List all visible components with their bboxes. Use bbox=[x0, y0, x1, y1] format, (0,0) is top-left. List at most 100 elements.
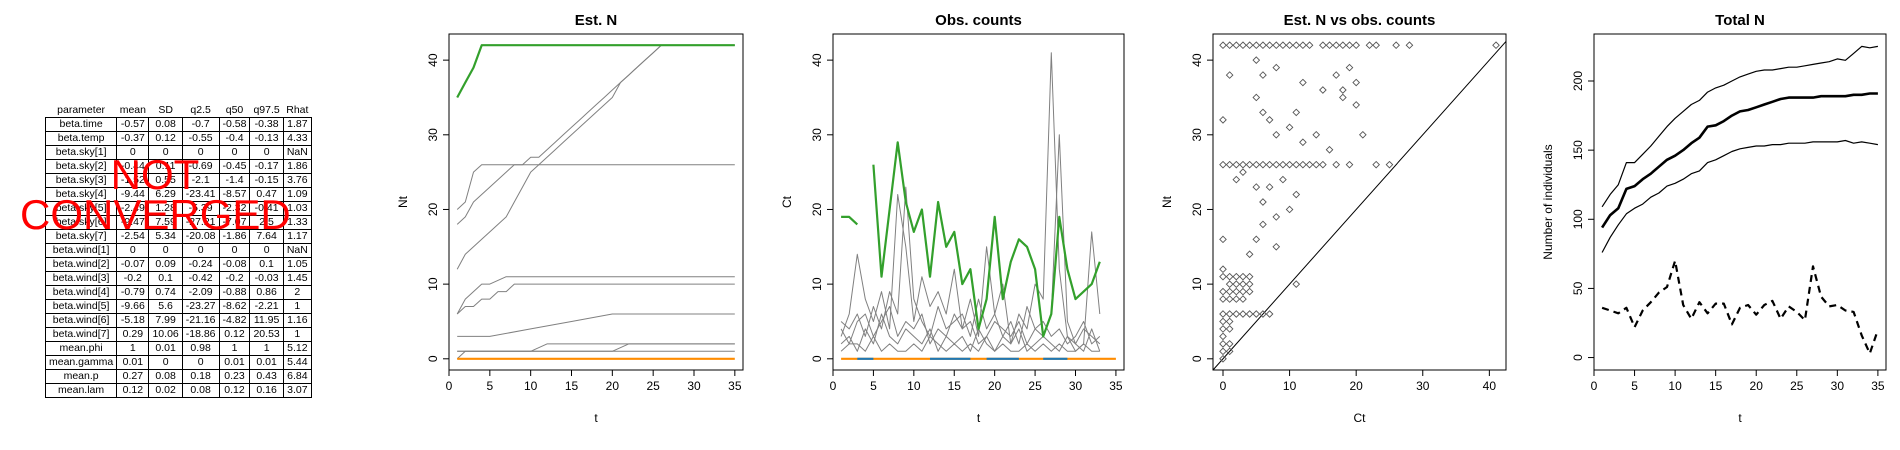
y-tick-label: 0 bbox=[1190, 355, 1204, 362]
table-cell: 0 bbox=[249, 145, 284, 160]
scatter-point bbox=[1232, 160, 1241, 169]
scatter-point bbox=[1245, 310, 1254, 318]
table-cell: 1 bbox=[282, 299, 312, 314]
scatter-point bbox=[1239, 295, 1247, 303]
table-cell: -23.27 bbox=[181, 299, 220, 314]
table-cell: -0.58 bbox=[218, 117, 251, 132]
y-axis-label: Nt bbox=[396, 195, 410, 208]
gray-series-line bbox=[457, 343, 735, 352]
y-tick-label: 20 bbox=[426, 202, 440, 216]
scatter-point bbox=[1259, 71, 1267, 79]
table-header-cell: SD bbox=[158, 104, 173, 116]
gray-series-line bbox=[840, 52, 1101, 352]
table-cell: -0.57 bbox=[116, 117, 150, 132]
x-tick-label: 20 bbox=[1750, 379, 1764, 393]
parameter-name-cell: beta.sky[5] bbox=[44, 201, 118, 216]
plot-frame bbox=[1212, 33, 1507, 371]
plot-frame bbox=[1593, 33, 1887, 371]
table-row: beta.wind[4] -0.79 0.74 -2.09 -0.88 0.86 2 bbox=[44, 285, 312, 300]
scatter-point bbox=[1332, 41, 1341, 50]
table-header-cell: parameter bbox=[57, 104, 106, 116]
scatter-point bbox=[1272, 160, 1281, 169]
x-tick-label: 0 bbox=[446, 379, 453, 393]
y-tick-label: 200 bbox=[1571, 71, 1585, 91]
scatter-point bbox=[1245, 160, 1254, 169]
y-tick-label: 40 bbox=[1190, 53, 1204, 67]
scatter-point bbox=[1325, 145, 1334, 154]
table-cell: 0.18 bbox=[181, 369, 220, 384]
chart-title: Est. N bbox=[575, 12, 618, 29]
scatter-point bbox=[1345, 63, 1354, 72]
scatter-point bbox=[1219, 347, 1227, 356]
table-body: beta.time -0.57 0.08 -0.7 -0.58 -0.38 1.87 beta… bbox=[44, 117, 312, 398]
chart-title: Total N bbox=[1715, 12, 1765, 29]
x-tick-label: 35 bbox=[1109, 379, 1123, 393]
scatter-point bbox=[1385, 160, 1394, 169]
scatter-point bbox=[1285, 41, 1294, 50]
table-cell: 2.5 bbox=[249, 215, 284, 230]
y-tick-label: 0 bbox=[1571, 354, 1585, 361]
scatter-point bbox=[1232, 41, 1241, 50]
scatter-point bbox=[1312, 130, 1321, 139]
parameter-name-cell: beta.sky[2] bbox=[44, 159, 118, 174]
x-tick-label: 0 bbox=[830, 379, 837, 393]
table-cell: 1.03 bbox=[282, 201, 312, 216]
y-tick-label: 40 bbox=[810, 53, 824, 67]
scatter-point bbox=[1312, 160, 1321, 169]
y-axis-label: Number of individuals bbox=[1541, 144, 1555, 259]
scatter-point bbox=[1332, 160, 1341, 169]
scatter-point bbox=[1219, 317, 1227, 326]
scatter-point bbox=[1305, 41, 1314, 50]
scatter-point bbox=[1358, 130, 1367, 139]
scatter-point bbox=[1252, 160, 1261, 169]
table-cell: NaN bbox=[282, 243, 312, 258]
table-cell: -21.16 bbox=[181, 313, 220, 328]
table-header-cell: q97.5 bbox=[253, 104, 280, 116]
y-tick-label: 20 bbox=[1190, 202, 1204, 216]
scatter-point bbox=[1279, 175, 1287, 184]
x-tick-label: 30 bbox=[1831, 379, 1845, 393]
scatter-point bbox=[1299, 160, 1307, 169]
dashed-line bbox=[1601, 259, 1879, 355]
scatter-point bbox=[1332, 71, 1341, 79]
scatter-point bbox=[1352, 41, 1361, 50]
scatter-point bbox=[1225, 160, 1234, 169]
table-cell: 5.6 bbox=[148, 299, 183, 314]
scatter-point bbox=[1232, 175, 1241, 184]
table-cell: -1.86 bbox=[218, 229, 251, 244]
table-cell: 6.29 bbox=[148, 187, 183, 202]
scatter-point bbox=[1252, 183, 1261, 191]
scatter-point bbox=[1232, 310, 1241, 318]
scatter-point bbox=[1259, 198, 1267, 206]
table-cell: -0.38 bbox=[249, 117, 284, 132]
table-row: mean.gamma 0.01 0 0 0.01 0.01 5.44 bbox=[44, 355, 312, 370]
scatter-point bbox=[1232, 287, 1241, 296]
scatter-point bbox=[1219, 310, 1227, 318]
y-axis-label: Ct bbox=[780, 195, 794, 208]
lower-ci-line bbox=[1601, 139, 1879, 253]
scatter-point bbox=[1225, 280, 1234, 288]
x-tick-label: 25 bbox=[1028, 379, 1042, 393]
table-cell: 0.29 bbox=[116, 327, 150, 342]
scatter-point bbox=[1405, 41, 1414, 50]
scatter-point bbox=[1252, 56, 1261, 64]
scatter-point bbox=[1372, 41, 1380, 50]
scatter-point bbox=[1219, 272, 1227, 281]
summary-table-panel: parameter mean SD q2.5 q50 q97.5 Rhat beta.tim… bbox=[44, 104, 312, 398]
scatter-point bbox=[1239, 310, 1247, 318]
table-row: mean.phi 1 0.01 0.98 1 1 5.12 bbox=[44, 341, 312, 356]
chart-title: Est. N vs obs. counts bbox=[1284, 12, 1436, 29]
scatter-point bbox=[1339, 93, 1347, 102]
x-tick-label: 35 bbox=[728, 379, 742, 393]
scatter-point bbox=[1339, 41, 1347, 50]
x-tick-label: 20 bbox=[606, 379, 620, 393]
scatter-point bbox=[1279, 41, 1287, 50]
y-tick-label: 10 bbox=[426, 277, 440, 291]
scatter-point bbox=[1272, 213, 1281, 221]
scatter-point bbox=[1265, 41, 1274, 50]
table-cell: -0.17 bbox=[249, 159, 284, 174]
scatter-point bbox=[1252, 93, 1261, 102]
scatter-point bbox=[1219, 287, 1227, 296]
scatter-point bbox=[1232, 280, 1241, 288]
gray-series-line bbox=[456, 276, 735, 315]
